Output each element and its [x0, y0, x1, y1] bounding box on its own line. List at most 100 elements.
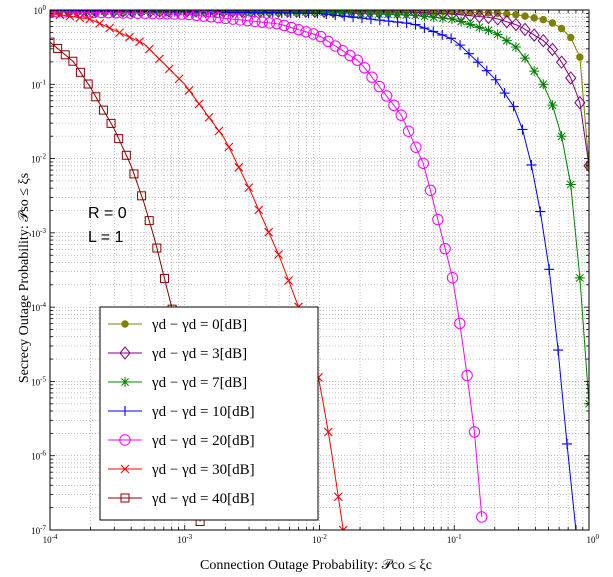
- series-marker: [419, 11, 430, 22]
- series-marker: [227, 10, 239, 18]
- series-marker: [526, 159, 537, 170]
- series-marker: [373, 10, 384, 20]
- y-tick-label: 10-7: [31, 524, 46, 536]
- series-marker: [323, 427, 333, 437]
- series-marker: [455, 40, 466, 51]
- legend-label: γd − γd = 0[dB]: [151, 317, 247, 333]
- series-marker: [446, 33, 457, 44]
- legend-marker: [120, 377, 130, 387]
- series-marker: [358, 62, 371, 74]
- legend-marker: [120, 406, 130, 416]
- series-marker: [105, 23, 115, 33]
- legend-box: [99, 306, 319, 521]
- series-marker: [565, 71, 577, 85]
- series-marker: [574, 272, 585, 283]
- series-marker: [410, 141, 422, 153]
- series-marker: [556, 131, 567, 142]
- series-marker: [355, 10, 366, 19]
- series-marker: [439, 242, 451, 255]
- legend-marker: [120, 493, 130, 503]
- series-marker: [137, 191, 147, 201]
- series-marker: [98, 105, 108, 115]
- series-marker: [144, 10, 157, 18]
- series-marker: [80, 10, 93, 18]
- series-marker: [117, 10, 129, 18]
- series-marker: [432, 213, 444, 226]
- series-marker: [159, 273, 169, 283]
- series-marker: [530, 14, 538, 22]
- series-marker: [264, 227, 274, 237]
- series-marker: [214, 126, 224, 136]
- series-marker: [401, 18, 412, 29]
- x-tick-label: 100: [587, 533, 600, 545]
- series-marker: [50, 37, 55, 47]
- series-marker: [125, 32, 134, 42]
- series-marker: [351, 54, 364, 66]
- legend-marker: [120, 464, 130, 474]
- series-marker: [218, 10, 229, 17]
- series-marker: [410, 19, 421, 30]
- series-marker: [402, 125, 415, 137]
- series-marker: [236, 10, 248, 18]
- series-marker: [106, 118, 116, 128]
- series-marker: [461, 369, 473, 382]
- series-marker: [90, 10, 102, 18]
- series-marker: [463, 48, 474, 59]
- series-marker: [124, 10, 137, 19]
- y-tick-label: 10-4: [31, 301, 46, 313]
- series-marker: [319, 10, 330, 18]
- series-marker: [419, 23, 430, 34]
- series-marker: [125, 10, 136, 17]
- x-tick-label: 10-2: [312, 533, 327, 545]
- series-marker: [135, 37, 144, 47]
- series-marker: [380, 90, 393, 102]
- legend-label: γd − γd = 10[dB]: [151, 404, 255, 420]
- series-marker: [492, 29, 503, 40]
- series-marker: [499, 88, 510, 99]
- series-marker: [234, 14, 246, 26]
- series-marker: [80, 10, 93, 19]
- series-marker: [55, 10, 65, 20]
- series-marker: [121, 150, 131, 160]
- series-marker: [424, 184, 437, 197]
- series-marker: [108, 10, 120, 18]
- series-marker: [374, 15, 385, 26]
- series-marker: [255, 10, 266, 17]
- series-marker: [300, 10, 311, 17]
- series-marker: [168, 10, 181, 20]
- series-marker: [153, 10, 166, 18]
- series-marker: [528, 28, 540, 42]
- series-marker: [50, 10, 55, 18]
- series-marker: [152, 243, 162, 253]
- series-marker: [538, 79, 549, 90]
- series-marker: [446, 14, 457, 25]
- series-marker: [50, 10, 56, 18]
- series-marker: [281, 10, 294, 19]
- series-marker: [501, 35, 512, 46]
- series-line: [50, 11, 483, 517]
- series-marker: [276, 10, 287, 18]
- series-marker: [338, 525, 348, 530]
- series-marker: [529, 66, 540, 77]
- legend-marker: [119, 346, 131, 360]
- series-marker: [115, 28, 124, 37]
- series-marker: [236, 10, 247, 17]
- series-marker: [146, 10, 159, 20]
- series-marker: [224, 142, 234, 152]
- series-marker: [183, 10, 195, 21]
- series-marker: [234, 162, 244, 172]
- series-marker: [490, 74, 501, 85]
- series-marker: [333, 492, 343, 502]
- y-tick-label: 10-2: [31, 153, 46, 165]
- series-marker: [85, 14, 95, 24]
- series-marker: [190, 10, 202, 18]
- series-marker: [154, 10, 166, 20]
- series-marker: [365, 14, 376, 25]
- series-marker: [535, 206, 546, 217]
- series-marker: [273, 10, 284, 17]
- series-4: [50, 10, 488, 523]
- series-marker: [373, 80, 386, 93]
- series-marker: [197, 10, 210, 22]
- series-marker: [508, 101, 519, 112]
- series-marker: [454, 317, 466, 330]
